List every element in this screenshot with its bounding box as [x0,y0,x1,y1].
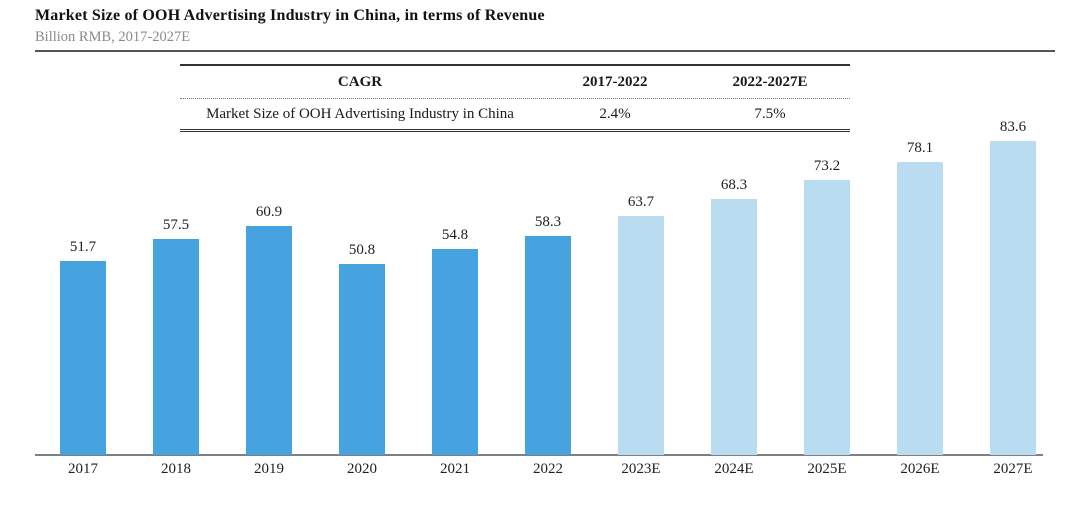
cagr-table-header-row: CAGR 2017-2022 2022-2027E [180,66,850,99]
x-axis-line [35,454,1043,456]
cagr-table-row-label: Market Size of OOH Advertising Industry … [206,105,514,122]
x-tick-label-2020: 2020 [347,461,377,477]
x-tick-label-2024E: 2024E [714,461,754,477]
bar-value-label-2022: 58.3 [534,214,562,230]
x-tick-label-2023E: 2023E [621,461,661,477]
bar-value-label-2017: 51.7 [69,239,97,255]
bar-2022 [525,236,571,455]
bar-2023E [618,216,664,455]
bar-2024E [711,199,757,455]
bar-2025E [804,180,850,455]
x-tick-label-2019: 2019 [254,461,284,477]
bar-value-label-2023E: 63.7 [627,194,655,210]
cagr-table-header-2017-2022: 2017-2022 [582,73,648,90]
bar-2020 [339,264,385,455]
bar-2026E [897,162,943,455]
cagr-table-header-2022-2027e: 2022-2027E [732,73,808,90]
bar-value-label-2025E: 73.2 [813,158,841,174]
bar-value-label-2027E: 83.6 [999,119,1027,135]
bar-value-label-2024E: 68.3 [720,177,748,193]
cagr-value-2017-2022: 2.4% [599,105,631,122]
bar-value-label-2026E: 78.1 [906,140,934,156]
title-divider-line [35,50,1055,52]
bar-2017 [60,261,106,455]
cagr-table: CAGR 2017-2022 2022-2027E Market Size of… [180,64,850,132]
bar-2027E [990,141,1036,455]
x-tick-label-2025E: 2025E [807,461,847,477]
bar-value-label-2018: 57.5 [162,217,190,233]
cagr-table-data-row: Market Size of OOH Advertising Industry … [180,99,850,129]
bar-value-label-2020: 50.8 [348,242,376,258]
x-tick-label-2018: 2018 [161,461,191,477]
bar-value-label-2021: 54.8 [441,227,469,243]
bar-2021 [432,249,478,455]
bar-2018 [153,239,199,455]
bar-value-label-2019: 60.9 [255,204,283,220]
bar-2019 [246,226,292,455]
x-tick-label-2027E: 2027E [993,461,1033,477]
page-subtitle: Billion RMB, 2017-2027E [35,29,191,45]
x-tick-label-2021: 2021 [440,461,470,477]
x-tick-label-2017: 2017 [68,461,98,477]
cagr-value-2022-2027e: 7.5% [754,105,786,122]
x-tick-label-2022: 2022 [533,461,563,477]
cagr-table-header-cagr: CAGR [337,73,383,90]
x-tick-label-2026E: 2026E [900,461,940,477]
page-title: Market Size of OOH Advertising Industry … [35,7,545,24]
